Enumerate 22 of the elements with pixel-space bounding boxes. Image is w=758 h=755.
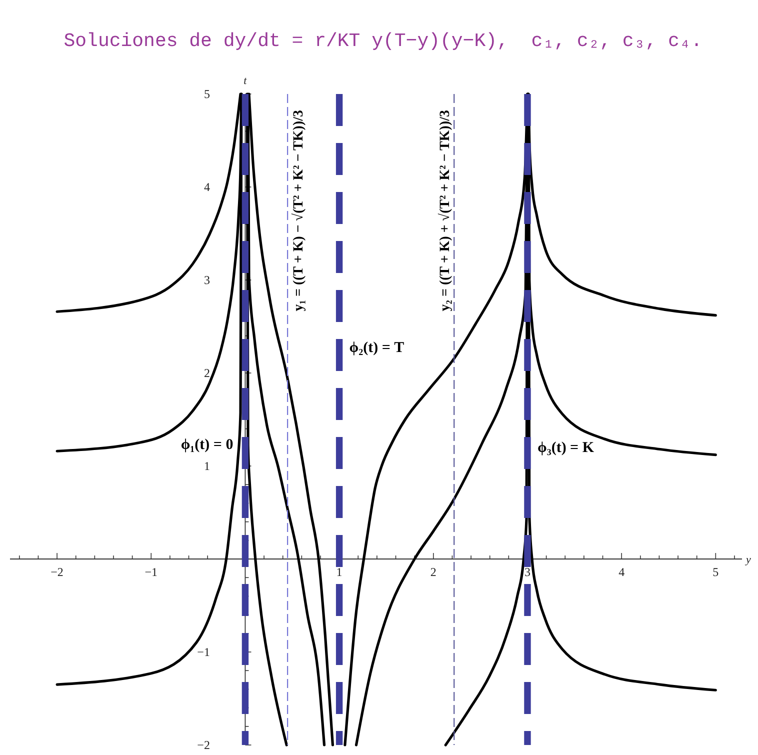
y-tick-label: 5 xyxy=(204,87,210,101)
x-tick-label: −1 xyxy=(144,565,158,579)
y-tick-label: −2 xyxy=(197,738,210,752)
x-tick-label: −2 xyxy=(50,565,64,579)
x-tick-label: 1 xyxy=(336,565,342,579)
x-tick-label: 5 xyxy=(712,565,719,579)
ref-line-label: y₂ = ((T + K) + √(T² + K² − TK))/3 xyxy=(437,110,454,312)
x-tick-label: 3 xyxy=(524,565,530,579)
ref-line-label: y₁ = ((T + K) − √(T² + K² − TK))/3 xyxy=(290,110,307,312)
chart-title: Soluciones de dy/dt = r/KT y(T−y)(y−K), c₁, c₂, c₃, c₄. xyxy=(64,30,702,52)
ref-line-label: ϕ₃(t) = K xyxy=(537,440,594,456)
x-axis-title: y xyxy=(745,554,751,566)
ref-line-label: ϕ₂(t) = T xyxy=(349,340,404,356)
x-tick-label: 2 xyxy=(430,565,436,579)
y-tick-label: 2 xyxy=(204,366,210,380)
ref-line-label: ϕ₁(t) = 0 xyxy=(180,437,234,453)
y-tick-label: 3 xyxy=(204,273,210,287)
y-tick-label: −1 xyxy=(197,645,210,659)
x-tick-label: 4 xyxy=(618,565,625,579)
y-tick-label: 1 xyxy=(204,459,210,473)
y-axis-title: t xyxy=(244,75,248,87)
y-tick-label: 4 xyxy=(204,180,210,194)
